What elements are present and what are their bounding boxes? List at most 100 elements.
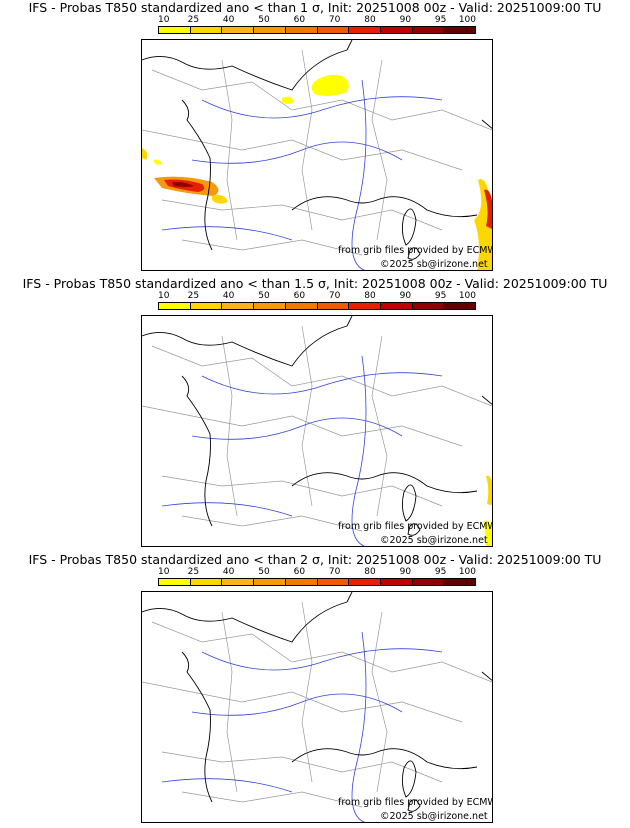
colorbar-ticks: 10 25 40 50 60 70 80 90 95 100: [158, 567, 476, 579]
colorbar-tick-label: 40: [222, 291, 235, 301]
coastlines: [142, 316, 492, 536]
country-borders: [142, 49, 492, 256]
colorbar-segment: [444, 303, 476, 309]
colorbar-segment: [412, 27, 445, 33]
panel-title: IFS - Probas T850 standardized ano < tha…: [28, 552, 602, 567]
probability-areas: [484, 475, 492, 546]
prob-area-southeast: [484, 520, 492, 546]
colorbar-segment: [159, 27, 191, 33]
colorbar-tick-label: 100: [458, 291, 476, 301]
colorbar-tick-label: 70: [328, 15, 341, 25]
colorbar-segment: [349, 579, 381, 585]
rivers: [161, 355, 443, 546]
prob-area-west: [142, 148, 148, 160]
colorbar-tick-label: 90: [399, 567, 412, 577]
colorbar-segment: [159, 303, 191, 309]
copyright-credit: ©2025 sb@irizone.net: [380, 535, 488, 546]
colorbar-tick-label: 70: [328, 291, 341, 301]
colorbar-segment: [190, 303, 223, 309]
colorbar-tick-label: 25: [187, 291, 200, 301]
colorbar-segment: [444, 27, 476, 33]
colorbar-tick-label: 90: [399, 15, 412, 25]
copyright-credit: ©2025 sb@irizone.net: [380, 259, 488, 270]
colorbar-ticks: 10 25 40 50 60 70 80 90 95 100: [158, 291, 476, 303]
copyright-credit: ©2025 sb@irizone.net: [380, 811, 488, 822]
panel-title: IFS - Probas T850 standardized ano < tha…: [28, 0, 602, 15]
colorbar-tick-label: 95: [434, 567, 447, 577]
colorbar-segment: [380, 579, 413, 585]
colorbar: [158, 578, 476, 586]
prob-area-west2: [154, 159, 162, 165]
prob-area-corsica-east: [486, 475, 492, 506]
colorbar-segment: [159, 579, 191, 585]
colorbar-tick-label: 80: [364, 291, 376, 301]
colorbar-tick-label: 100: [458, 15, 476, 25]
prob-area-biscay-core: [172, 181, 194, 187]
colorbar-tick-label: 80: [364, 567, 376, 577]
colorbar-tick-label: 10: [158, 15, 170, 25]
country-borders: [142, 601, 492, 808]
colorbar-tick-label: 95: [434, 15, 447, 25]
colorbar-segment: [412, 579, 445, 585]
colorbar-segment: [380, 303, 413, 309]
colorbar-segment: [285, 303, 318, 309]
panel-2: IFS - Probas T850 standardized ano < tha…: [0, 276, 630, 552]
country-borders: [142, 325, 492, 532]
colorbar-tick-label: 100: [458, 567, 476, 577]
rivers: [161, 79, 443, 270]
map-france: from grib files provided by ECMWF ©2025 …: [141, 39, 493, 271]
colorbar-segment: [412, 303, 445, 309]
colorbar-tick-label: 25: [187, 567, 200, 577]
colorbar-tick-label: 70: [328, 567, 341, 577]
panel-1: IFS - Probas T850 standardized ano < tha…: [0, 0, 630, 276]
colorbar-tick-label: 40: [222, 567, 235, 577]
colorbar-segment: [317, 27, 350, 33]
map-france: from grib files provided by ECMWF ©2025 …: [141, 315, 493, 547]
rivers: [161, 631, 443, 822]
colorbar-ticks: 10 25 40 50 60 70 80 90 95 100: [158, 15, 476, 27]
colorbar-segment: [222, 579, 255, 585]
prob-area-corsica-east-inner: [484, 189, 492, 229]
colorbar-tick-label: 50: [258, 291, 270, 301]
panel-3: IFS - Probas T850 standardized ano < tha…: [0, 552, 630, 828]
colorbar-tick-label: 60: [293, 567, 306, 577]
colorbar-segment: [317, 303, 350, 309]
colorbar-tick-label: 60: [293, 15, 306, 25]
colorbar-segment: [254, 27, 286, 33]
colorbar-tick-label: 50: [258, 567, 270, 577]
colorbar-segment: [222, 303, 255, 309]
colorbar-segment: [254, 303, 286, 309]
prob-area-aquitaine: [212, 194, 228, 204]
source-credit: from grib files provided by ECMWF: [338, 245, 493, 256]
colorbar-tick-label: 80: [364, 15, 376, 25]
source-credit: from grib files provided by ECMWF: [338, 797, 493, 808]
colorbar-segment: [380, 27, 413, 33]
colorbar-tick-label: 95: [434, 291, 447, 301]
colorbar-segment: [285, 579, 318, 585]
colorbar-tick-label: 10: [158, 291, 170, 301]
colorbar-tick-label: 40: [222, 15, 235, 25]
coastlines: [142, 592, 492, 812]
colorbar-tick-label: 60: [293, 291, 306, 301]
colorbar-tick-label: 25: [187, 15, 200, 25]
colorbar: [158, 302, 476, 310]
colorbar-segment: [349, 303, 381, 309]
colorbar-segment: [190, 27, 223, 33]
colorbar-tick-label: 50: [258, 15, 270, 25]
colorbar-segment: [317, 579, 350, 585]
probability-areas: [142, 74, 492, 270]
colorbar-tick-label: 10: [158, 567, 170, 577]
colorbar-segment: [349, 27, 381, 33]
coastlines: [142, 40, 492, 260]
colorbar-segment: [285, 27, 318, 33]
colorbar-segment: [254, 579, 286, 585]
colorbar-segment: [222, 27, 255, 33]
source-credit: from grib files provided by ECMWF: [338, 521, 493, 532]
colorbar-segment: [444, 579, 476, 585]
prob-area-paris: [282, 96, 294, 104]
map-france: from grib files provided by ECMWF ©2025 …: [141, 591, 493, 823]
prob-area-champagne: [311, 74, 349, 96]
panel-title: IFS - Probas T850 standardized ano < tha…: [22, 276, 608, 291]
colorbar: [158, 26, 476, 34]
colorbar-segment: [190, 579, 223, 585]
